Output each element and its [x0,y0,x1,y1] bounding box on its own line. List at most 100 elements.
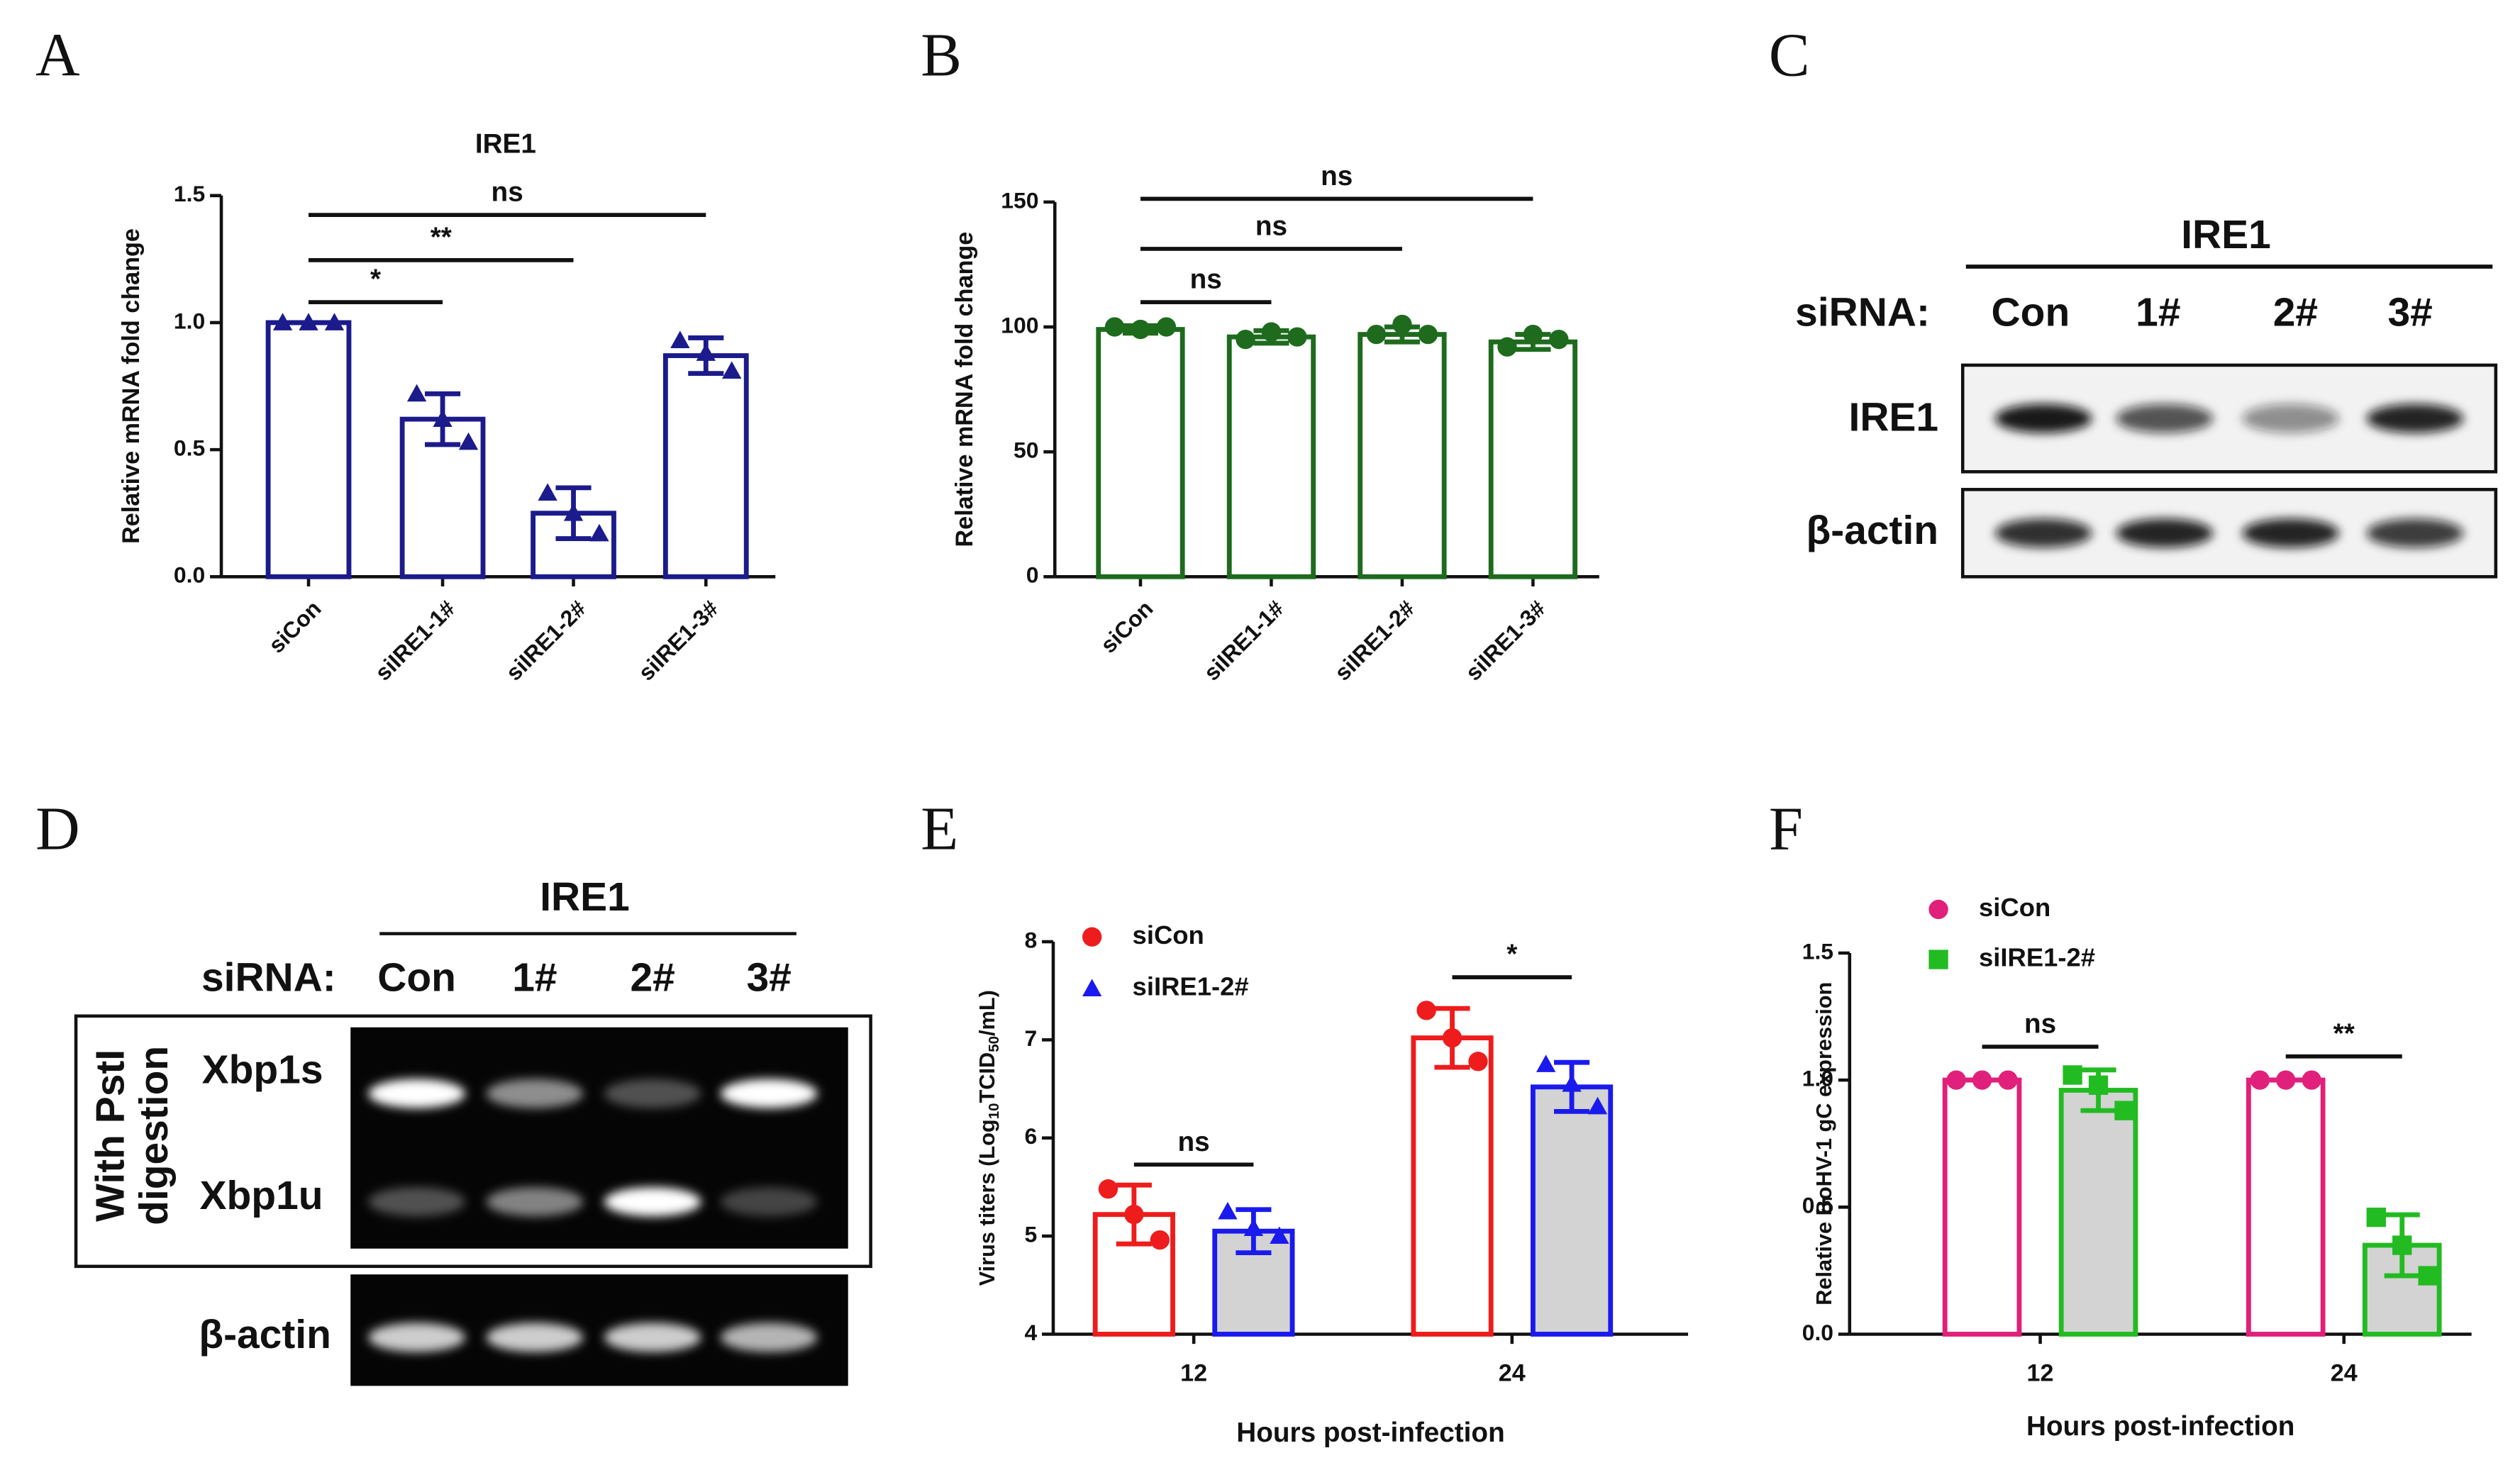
band [604,1187,701,1217]
data-point [1998,1070,2018,1090]
legend-label: siCon [1979,893,2050,922]
data-point [2418,1266,2438,1286]
y-tick-label: 8 [1024,927,1037,952]
lane-label: 1# [2136,289,2180,335]
legend-marker [1928,899,1948,920]
band [486,1079,584,1108]
panel-label: E [921,795,958,863]
row-label: β-actin [1806,508,1939,553]
data-point [1468,1052,1488,1071]
data-point [1442,1028,1462,1048]
band-label: Xbp1s [202,1047,323,1093]
band-label: β-actin [199,1312,331,1357]
data-point [2392,1235,2412,1255]
legend-label: siCon [1133,920,1204,950]
significance-label: ns [1190,265,1222,295]
y-tick-label: 6 [1024,1123,1037,1149]
x-axis-label: Hours post-infection [1236,1418,1504,1448]
lane-label: 3# [746,955,791,1001]
y-axis-label-part: 10 [986,1103,1002,1120]
gel-frame [74,1014,872,1269]
panel-label: B [921,21,962,89]
band [2242,403,2339,433]
x-tick-label: siIRE1-3# [633,596,723,686]
data-point [1156,317,1177,337]
data-point [324,313,345,330]
data-point [2366,1207,2386,1227]
x-axis-label: Hours post-infection [2026,1411,2294,1442]
data-point [1104,317,1125,337]
band [2242,518,2339,548]
blot-bands [1994,403,2464,548]
bar [1358,332,1447,579]
y-tick-label: 150 [1001,187,1038,213]
x-tick-label: 12 [1180,1359,1207,1386]
x-tick-label: siIRE1-2# [1330,596,1420,686]
y-axis-label: Virus titers (Log10TCID50/mL) [975,990,1002,1286]
data-point [1946,1070,1966,1090]
bar [1092,1212,1175,1337]
y-tick-label: 0 [1026,562,1039,588]
data-point [2088,1075,2109,1095]
data-point [563,503,584,521]
bar [1226,334,1316,579]
x-tick-label: siIRE1-1# [370,596,460,686]
legend-label: siIRE1-2# [1133,972,1249,1001]
x-tick-label: siIRE1-3# [1460,596,1550,686]
data-point [589,523,609,542]
band [368,1079,465,1108]
band [2116,518,2214,548]
data-point [1562,1074,1582,1092]
lane-label: Con [377,955,456,1001]
significance-label: ns [2024,1009,2056,1040]
y-tick-label: 0.5 [174,435,205,461]
panel-label: D [35,795,80,863]
data-point [1536,1054,1556,1072]
data-point [670,330,690,348]
bar [1530,1084,1614,1337]
data-point [406,384,427,402]
y-tick-label: 1.5 [1802,938,1833,964]
data-point [538,483,557,501]
bar [265,320,352,579]
data-point [1150,1230,1170,1250]
data-point [722,361,742,379]
data-point [433,409,453,428]
band [2366,403,2464,433]
legend-marker [1082,927,1102,947]
data-point [458,432,479,450]
significance-label: ** [2333,1018,2355,1049]
gel-bands [368,1079,818,1352]
significance-label: ns [1321,161,1353,191]
data-point [1098,1179,1119,1199]
data-point [1236,329,1255,350]
bar [531,511,616,579]
band [1994,518,2092,548]
band [604,1079,701,1108]
lane-prefix: siRNA: [1795,289,1930,335]
data-point [1124,1205,1144,1225]
band [604,1323,701,1352]
treatment-label: digestion [131,1046,177,1225]
data-point [1287,327,1307,347]
data-point [1972,1070,1992,1090]
legend-label: siIRE1-2# [1979,943,2095,972]
lane-label: 2# [630,955,675,1001]
chart-title: IRE1 [475,128,536,159]
data-point [1218,1201,1238,1220]
band [720,1323,818,1352]
lane-prefix: siRNA: [201,955,336,1001]
bar [1942,1077,2022,1337]
chart: 4 5 6 7 8 Virus titers (Log10TCID50/mL) 12 24 si… [975,920,1689,1448]
band [1994,403,2092,433]
data-point [1497,337,1517,357]
y-axis-label-part: TCID [975,1052,999,1103]
band [2116,403,2214,433]
band [368,1187,465,1217]
row-label: IRE1 [1849,394,1939,440]
y-tick-label: 0.0 [1802,1320,1833,1345]
y-axis-label: Relative BoHV-1 gC expression [1811,982,1836,1305]
y-tick-label: 50 [1014,438,1038,463]
